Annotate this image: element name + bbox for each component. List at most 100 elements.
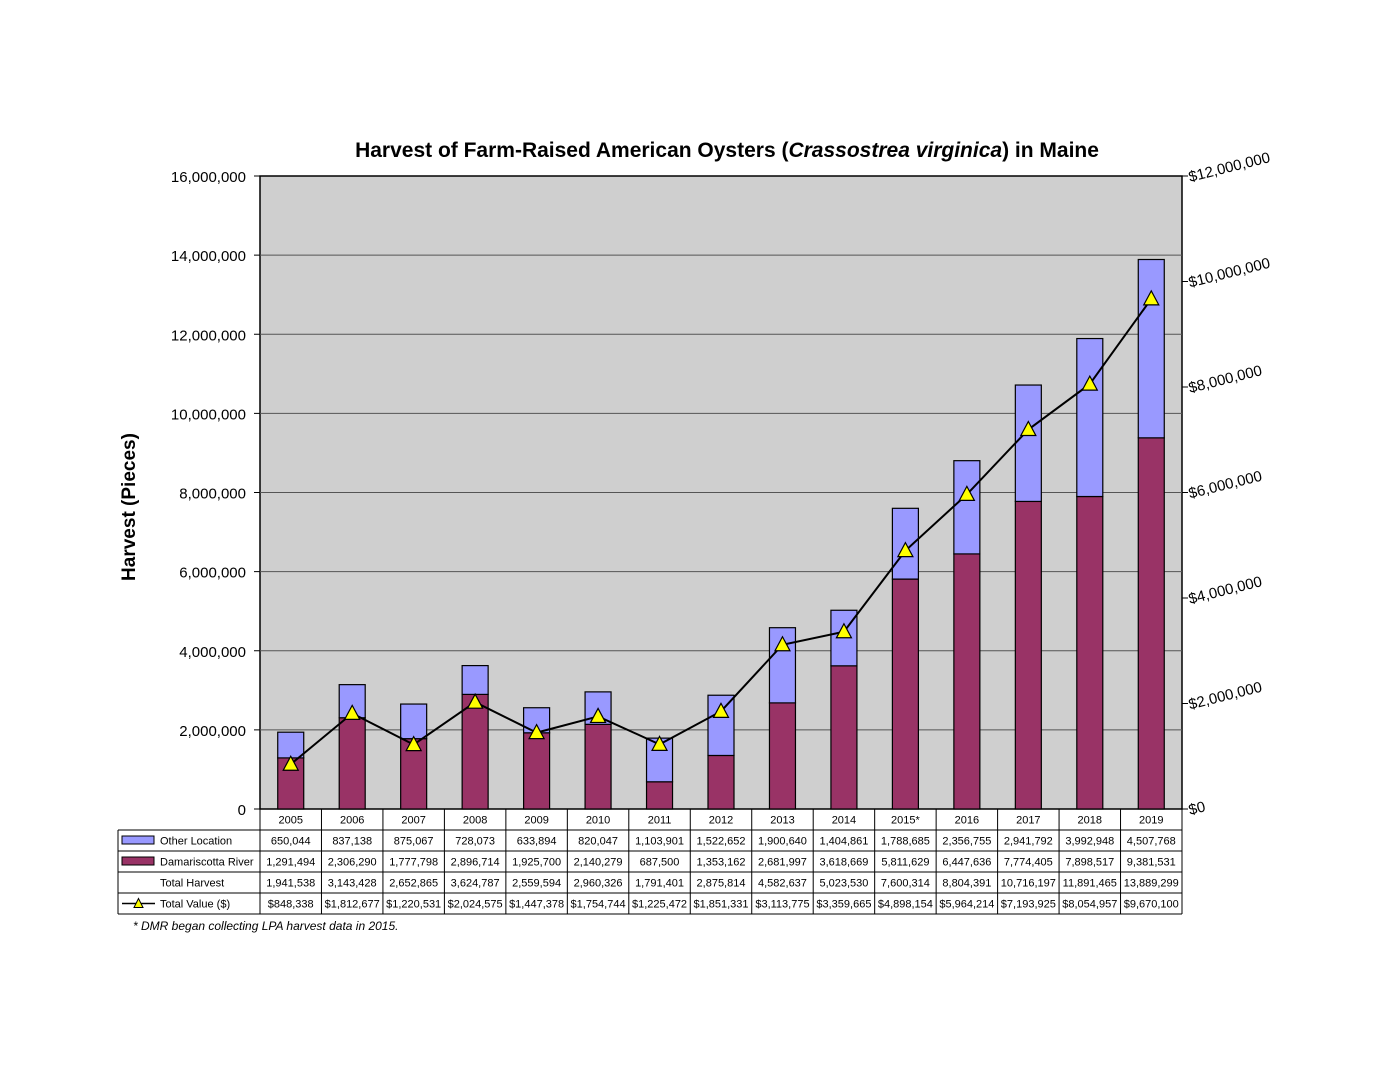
total-value-marker: [282, 754, 300, 771]
table-cell-total-harvest: 11,891,465: [1063, 878, 1117, 890]
y-tick-label: 6,000,000: [179, 565, 246, 582]
table-cell-total-harvest: 2,875,814: [697, 878, 746, 890]
table-cell-total-value: $4,898,154: [878, 899, 933, 911]
table-cell-other-location: 837,138: [332, 836, 372, 848]
table-cell-total-harvest: 3,143,428: [328, 878, 377, 890]
table-cell-total-value: $7,193,925: [1001, 899, 1056, 911]
y-tick-label: 16,000,000: [171, 169, 246, 186]
y2-tick-label: $12,000,000: [1187, 149, 1272, 186]
table-cell-damariscotta-river: 2,140,279: [574, 857, 623, 869]
x-tick-label: 2019: [1139, 815, 1163, 827]
bar-other-location: [953, 460, 981, 555]
table-cell-damariscotta-river: 2,896,714: [451, 857, 500, 869]
table-cell-total-harvest: 1,941,538: [266, 878, 315, 890]
chart-title-suffix: ) in Maine: [1002, 139, 1099, 162]
bar-damariscotta-river: [1076, 495, 1104, 810]
footnote: * DMR began collecting LPA harvest data …: [133, 919, 399, 933]
y2-tick-label: $2,000,000: [1187, 679, 1264, 714]
bar-damariscotta-river: [1137, 437, 1165, 810]
legend-label-other-location: Other Location: [160, 836, 232, 848]
table-cell-other-location: 1,522,652: [697, 836, 746, 848]
y2-tick-label: $4,000,000: [1187, 573, 1264, 608]
y-tick-label: 2,000,000: [179, 723, 246, 740]
total-value-marker: [405, 735, 423, 752]
x-tick-label: 2014: [832, 815, 856, 827]
table-cell-damariscotta-river: 9,381,531: [1127, 857, 1176, 869]
y2-tick-label: $6,000,000: [1187, 468, 1264, 503]
table-cell-damariscotta-river: 2,306,290: [328, 857, 377, 869]
value-line-layer: [282, 289, 1160, 771]
table-cell-other-location: 1,900,640: [758, 836, 807, 848]
bar-damariscotta-river: [338, 717, 366, 810]
table-cell-other-location: 1,103,901: [635, 836, 684, 848]
y-axis-label: Harvest (Pieces): [119, 433, 140, 581]
legend-label-damariscotta-river: Damariscotta River: [160, 857, 254, 869]
bar-other-location: [1076, 337, 1104, 498]
table-cell-other-location: 633,894: [517, 836, 557, 848]
y2-tick-label: $0: [1187, 798, 1207, 819]
table-cell-other-location: 3,992,948: [1065, 836, 1114, 848]
total-value-marker: [773, 635, 791, 652]
total-value-marker: [835, 622, 853, 639]
table-cell-total-value: $848,338: [268, 899, 314, 911]
table-cell-other-location: 875,067: [394, 836, 434, 848]
x-tick-label: 2016: [955, 815, 979, 827]
table-cell-total-harvest: 5,023,530: [819, 878, 868, 890]
table-cell-total-value: $1,851,331: [693, 899, 748, 911]
table-cell-total-harvest: 8,804,391: [942, 878, 991, 890]
legend-swatch-other-location: [121, 835, 155, 845]
x-tick-label: 2006: [340, 815, 364, 827]
y-tick-label: 10,000,000: [171, 406, 246, 423]
table-cell-total-harvest: 10,716,197: [1001, 878, 1056, 890]
table-cell-damariscotta-river: 1,291,494: [266, 857, 315, 869]
legend-swatch-damariscotta-river: [121, 856, 155, 866]
y-tick-label: 12,000,000: [171, 327, 246, 344]
bar-damariscotta-river: [768, 702, 797, 810]
bar-damariscotta-river: [707, 754, 735, 810]
table-cell-damariscotta-river: 5,811,629: [881, 857, 929, 869]
table-cell-damariscotta-river: 3,618,669: [819, 857, 868, 869]
total-value-marker: [343, 704, 361, 720]
y-tick-label: 14,000,000: [171, 248, 246, 265]
bar-damariscotta-river: [461, 693, 489, 810]
x-tick-label: 2015*: [891, 815, 920, 827]
table-cell-total-harvest: 2,559,594: [512, 878, 561, 890]
bar-damariscotta-river: [830, 665, 858, 810]
bar-damariscotta-river: [645, 781, 674, 810]
table-cell-total-value: $3,359,665: [816, 899, 871, 911]
table-cell-other-location: 1,404,861: [819, 836, 868, 848]
table-cell-damariscotta-river: 6,447,636: [942, 857, 991, 869]
total-value-marker: [466, 692, 484, 709]
y-tick-label: 0: [238, 802, 246, 819]
table-cell-total-harvest: 7,600,314: [881, 878, 930, 890]
table-cell-damariscotta-river: 2,681,997: [758, 857, 807, 869]
table-cell-total-value: $1,447,378: [509, 899, 564, 911]
table-cell-total-value: $1,225,472: [632, 899, 687, 911]
bar-other-location: [277, 731, 305, 759]
bar-other-location: [1014, 384, 1042, 503]
table-cell-total-value: $8,054,957: [1062, 899, 1117, 911]
x-tick-label: 2007: [401, 815, 425, 827]
x-tick-label: 2009: [524, 815, 548, 827]
table-cell-other-location: 4,507,768: [1127, 836, 1176, 848]
x-tick-label: 2010: [586, 815, 610, 827]
table-cell-other-location: 820,047: [578, 836, 618, 848]
table-cell-total-harvest: 3,624,787: [451, 878, 500, 890]
table-cell-damariscotta-river: 7,774,405: [1004, 857, 1053, 869]
legend-label-total-value: Total Value ($): [160, 899, 230, 911]
bar-damariscotta-river: [953, 553, 981, 810]
total-value-marker: [528, 723, 546, 740]
bar-damariscotta-river: [891, 578, 920, 810]
table-cell-other-location: 2,356,755: [942, 836, 991, 848]
table-cell-damariscotta-river: 1,353,162: [697, 857, 746, 869]
y-tick-label: 8,000,000: [179, 486, 246, 503]
table-cell-total-harvest: 2,652,865: [389, 878, 438, 890]
table-cell-total-value: $1,754,744: [571, 899, 626, 911]
total-value-marker: [712, 702, 730, 718]
table-cell-total-value: $3,113,775: [755, 899, 809, 911]
x-tick-label: 2005: [278, 815, 302, 827]
total-value-marker: [1019, 420, 1037, 437]
table-cell-total-value: $9,670,100: [1124, 899, 1179, 911]
table-cell-other-location: 728,073: [455, 836, 495, 848]
